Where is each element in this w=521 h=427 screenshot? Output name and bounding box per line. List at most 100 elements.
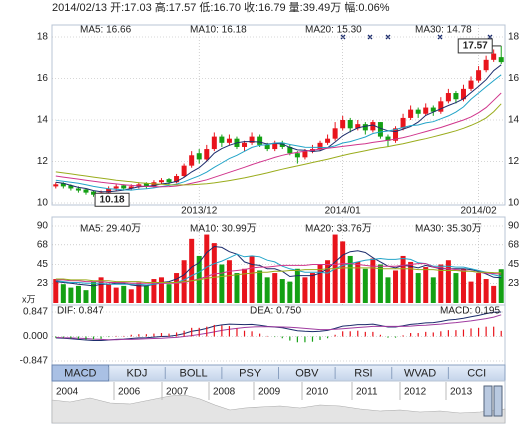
y-tick-label: 90 <box>37 221 49 232</box>
candle-body <box>377 122 383 137</box>
candle-body <box>476 70 482 81</box>
candle-body <box>430 107 436 112</box>
candle-body <box>355 124 361 129</box>
y-tick-label: 68 <box>37 239 49 250</box>
tab[interactable]: RSI <box>354 367 372 379</box>
volume-bar <box>377 264 383 303</box>
volume-bar <box>242 268 248 303</box>
volume-bar <box>415 273 421 303</box>
volume-bar <box>226 260 232 303</box>
candle-body <box>113 186 119 189</box>
volume-bar <box>468 281 474 303</box>
candle-body <box>302 151 308 158</box>
volume-bar <box>287 281 293 303</box>
candle-body <box>68 185 74 189</box>
legend-entry: MA5: 29.40万 <box>80 224 141 235</box>
candle-body <box>317 142 323 150</box>
y-tick-label: 16 <box>508 73 520 84</box>
candle-body <box>53 184 59 187</box>
y-tick-label: 45 <box>508 259 520 270</box>
ma-line <box>55 263 502 284</box>
candle-body <box>264 144 270 150</box>
volume-bar <box>498 269 504 303</box>
tab[interactable]: BOLL <box>179 367 207 379</box>
candle-body <box>385 136 391 141</box>
volume-bar <box>400 255 406 303</box>
volume-bar <box>151 279 157 303</box>
candle-body <box>498 57 504 63</box>
candle-body <box>75 188 81 191</box>
price-panel <box>51 24 506 206</box>
candle-body <box>294 153 300 158</box>
year-label: 2010 <box>306 387 329 398</box>
candle-body <box>423 107 429 114</box>
legend-entry: MA30: 35.30万 <box>415 224 482 235</box>
macd-line <box>55 314 502 341</box>
tab[interactable]: PSY <box>239 367 262 379</box>
volume-bar <box>317 264 323 303</box>
tab[interactable]: OBV <box>295 367 319 379</box>
y-tick-label: 16 <box>37 73 49 84</box>
volume-bar <box>158 277 164 303</box>
x-tick-label: 2014/01 <box>325 206 362 217</box>
ma-line <box>55 245 502 287</box>
volume-bar <box>83 290 89 303</box>
candle-body <box>408 109 414 118</box>
range-handle[interactable] <box>493 385 503 417</box>
y-tick-label: 68 <box>508 239 520 250</box>
volume-bar <box>302 277 308 303</box>
y-tick-label: 45 <box>37 259 49 270</box>
candle-body <box>445 93 451 102</box>
volume-bar <box>408 261 414 303</box>
legend-entry: MA20: 33.76万 <box>305 224 372 235</box>
volume-bar <box>166 284 172 303</box>
volume-bar <box>309 273 315 303</box>
volume-panel <box>51 216 506 306</box>
year-label: 2011 <box>356 387 378 398</box>
candle-body <box>121 185 127 189</box>
macd-line <box>55 311 502 341</box>
candle-body <box>249 136 255 143</box>
year-label: 2007 <box>166 387 189 398</box>
volume-bar <box>340 241 346 303</box>
tab[interactable]: WVAD <box>404 367 436 379</box>
legend-entry: MA5: 16.66 <box>80 25 132 36</box>
volume-bar <box>445 260 451 303</box>
tab[interactable]: KDJ <box>127 367 148 379</box>
y-tick-label: 10 <box>508 198 520 209</box>
candle-body <box>460 88 466 100</box>
tab[interactable]: MACD <box>64 367 96 379</box>
volume-bar <box>355 261 361 303</box>
candle-body <box>211 136 217 150</box>
candle-body <box>491 53 497 60</box>
volume-bar <box>438 264 444 303</box>
candle-body <box>438 101 444 112</box>
volume-bar <box>128 289 134 303</box>
candle-body <box>158 180 164 183</box>
legend-entry: DEA: 0.750 <box>250 306 302 317</box>
volume-bar <box>264 277 270 303</box>
volume-bar <box>143 285 149 303</box>
volume-bar <box>189 238 195 303</box>
volume-bar <box>174 273 180 303</box>
legend-entry: MA10: 30.99万 <box>190 224 257 235</box>
y-tick-label: 0.000 <box>23 331 48 342</box>
volume-bar <box>113 287 119 303</box>
range-handle[interactable] <box>483 385 493 417</box>
volume-bar <box>121 285 127 303</box>
y-tick-label: 18 <box>37 32 49 43</box>
candle-body <box>204 149 210 160</box>
volume-bar <box>106 284 112 303</box>
low-label-box <box>94 192 130 207</box>
volume-bar <box>257 270 263 303</box>
candle-body <box>174 176 180 183</box>
candle-body <box>83 189 89 193</box>
tab[interactable]: CCI <box>467 367 486 379</box>
year-label: 2013 <box>450 387 473 398</box>
macd-panel <box>51 304 506 366</box>
y-tick-label: 14 <box>37 115 49 126</box>
y-tick-label: 12 <box>508 156 520 167</box>
volume-bar <box>75 285 81 303</box>
candle-body <box>128 186 134 189</box>
